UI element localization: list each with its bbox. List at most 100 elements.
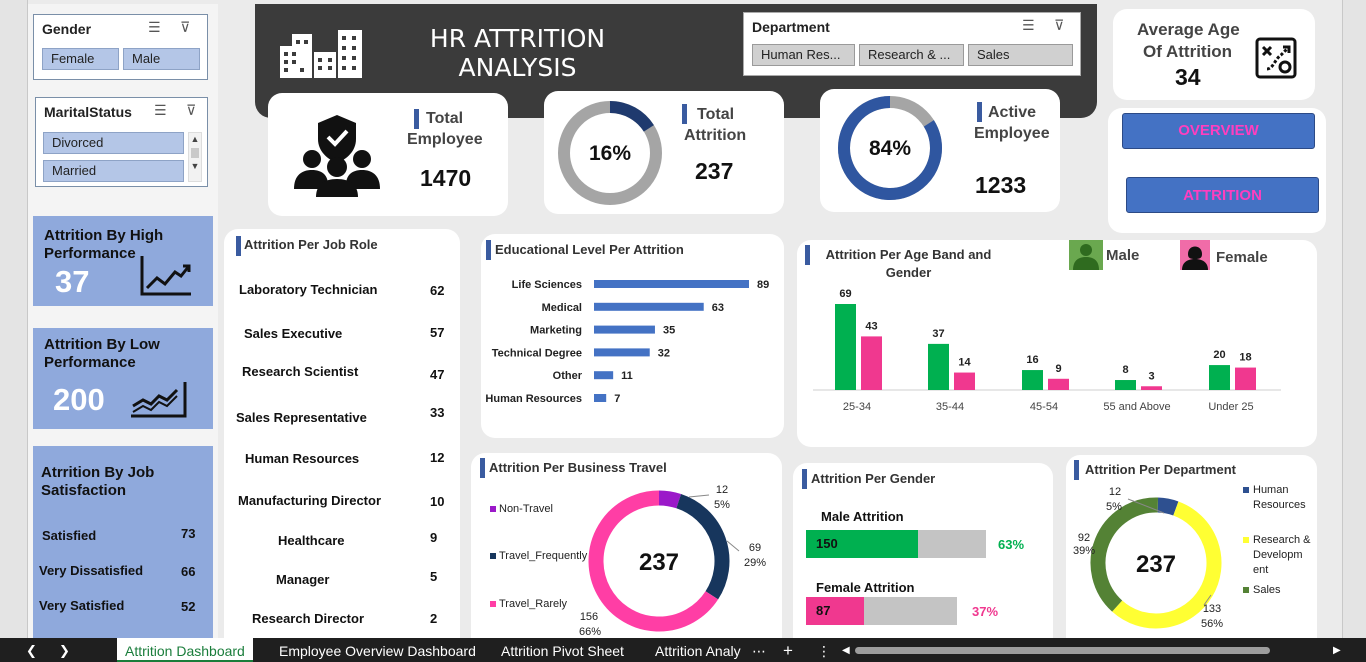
age-band-bar-chart: 69 43 25-34 37 14 35-44 16 9 45-54 8 3 55 and Above… <box>813 288 1281 413</box>
slicer-item-female[interactable]: Female <box>42 48 119 70</box>
title-marker <box>486 240 491 260</box>
job-role-label: Manufacturing Director <box>238 493 382 508</box>
multi-select-icon[interactable]: ☰ <box>1022 17 1035 33</box>
donut-slice <box>1112 501 1222 629</box>
trend-line-icon <box>131 382 187 418</box>
age-category-label: 25-34 <box>843 401 871 413</box>
hscroll-left-icon[interactable]: ◀ <box>842 645 850 656</box>
education-bar-chart: Life Sciences 89 Medical 63 Marketing 35 Techn… <box>485 279 769 405</box>
legend-male-label: Male <box>1106 247 1140 264</box>
job-role-value: 12 <box>430 450 445 465</box>
job-role-value: 5 <box>430 569 438 584</box>
slicer-item-male[interactable]: Male <box>123 48 200 70</box>
ring-arc <box>609 101 654 132</box>
job-role-label: Manager <box>276 572 330 587</box>
title-marker <box>480 458 485 478</box>
age-bar-label: 43 <box>865 320 877 332</box>
sheet-tab-bar: ❮ ❯ Attrition Dashboard Employee Overvie… <box>0 638 1366 662</box>
age-bar-label: 14 <box>958 357 971 369</box>
high-perf-title-line1: Attrition By High <box>44 227 164 244</box>
scroll-left-icon[interactable]: ❮ <box>26 643 37 658</box>
education-title: Educational Level Per Attrition <box>495 242 684 257</box>
female-attrition-percent: 37% <box>972 604 999 619</box>
hscroll-right-icon[interactable]: ▶ <box>1333 645 1341 656</box>
legend-label: Resources <box>1253 499 1306 511</box>
high-perf-value: 37 <box>55 264 90 299</box>
age-bar <box>835 304 856 390</box>
education-category-label: Medical <box>542 302 582 314</box>
age-band-title: Attrition Per Age Band and Gender <box>825 247 992 280</box>
attrition-ring: 16% <box>558 101 662 205</box>
kpi-employee-title-line1: Total <box>426 110 464 127</box>
more-tabs-icon[interactable]: ⋯ <box>752 643 766 659</box>
job-sat-value: 73 <box>181 526 196 541</box>
education-bar <box>594 302 704 311</box>
female-person-icon <box>1180 240 1210 270</box>
education-bar <box>594 325 655 334</box>
add-sheet-icon[interactable]: + <box>783 641 793 660</box>
male-person-icon <box>1069 240 1103 270</box>
options-icon[interactable]: ⋮ <box>817 643 831 659</box>
attrition-nav-button[interactable]: ATTRITION <box>1126 177 1319 213</box>
overview-nav-button[interactable]: OVERVIEW <box>1122 113 1315 149</box>
donut-center-label: 237 <box>639 549 679 576</box>
job-role-label: Research Director <box>252 611 364 626</box>
attrition-department-panel: Attrition Per Department 237 Human Resourc… <box>1066 455 1317 638</box>
education-category-label: Human Resources <box>485 393 582 405</box>
leader-line <box>688 494 710 498</box>
age-bar <box>1235 367 1256 390</box>
trend-up-icon <box>140 256 191 296</box>
scroll-right-icon[interactable]: ❯ <box>59 643 70 658</box>
slicer-item-married[interactable]: Married <box>43 160 184 182</box>
legend-swatch <box>1243 537 1249 543</box>
clear-filter-icon[interactable]: ⊽ <box>180 19 191 35</box>
donut-slice <box>676 494 730 600</box>
female-bar-value: 87 <box>816 603 831 618</box>
slicer-item-sales[interactable]: Sales <box>968 44 1073 66</box>
tab-attrition-dashboard[interactable]: Attrition Dashboard <box>117 638 253 662</box>
slicer-item-research[interactable]: Research & ... <box>859 44 964 66</box>
title-marker <box>802 469 807 489</box>
slice-percent-label: 5% <box>1106 501 1122 513</box>
kpi-employee-value: 1470 <box>420 165 472 191</box>
job-role-label: Research Scientist <box>242 364 359 379</box>
job-role-value: 10 <box>430 494 445 509</box>
slicer-scrollbar[interactable]: ▲ ▼ <box>188 132 202 182</box>
title-marker <box>236 236 241 256</box>
title-marker <box>414 109 419 129</box>
strategy-board-icon <box>1255 37 1297 79</box>
job-sat-title-line1: Atrrition By Job <box>41 464 155 481</box>
kpi-employee-title-line2: Employee <box>407 131 483 148</box>
slicer-item-divorced[interactable]: Divorced <box>43 132 184 154</box>
legend-label: Research & <box>1253 534 1311 546</box>
right-frame <box>1342 0 1366 638</box>
slicer-item-human-resources[interactable]: Human Res... <box>752 44 855 66</box>
age-bar-label: 37 <box>932 328 944 340</box>
horizontal-scrollbar[interactable] <box>855 647 1270 654</box>
age-category-label: Under 25 <box>1208 401 1253 413</box>
title-line1: HR ATTRITION <box>429 24 606 53</box>
kpi-active-title-line2: Employee <box>974 125 1050 142</box>
multi-select-icon[interactable]: ☰ <box>154 102 167 118</box>
title-marker <box>805 245 810 265</box>
kpi-active-value: 1233 <box>975 172 1027 198</box>
tab-attrition-analysis[interactable]: Attrition Analy <box>655 643 741 659</box>
age-category-label: 35-44 <box>936 401 964 413</box>
job-sat-label: Very Dissatisfied <box>39 563 144 578</box>
age-bar-label: 16 <box>1026 354 1038 366</box>
job-sat-value: 52 <box>181 599 196 614</box>
multi-select-icon[interactable]: ☰ <box>148 19 161 35</box>
tab-attrition-pivot[interactable]: Attrition Pivot Sheet <box>501 643 624 659</box>
title-line2: ANALYSIS <box>458 53 577 82</box>
clear-filter-icon[interactable]: ⊽ <box>1054 17 1065 33</box>
male-bar-fill: 150 <box>806 530 918 558</box>
clear-filter-icon[interactable]: ⊽ <box>186 102 197 118</box>
age-bar-label: 9 <box>1055 363 1061 375</box>
age-category-label: 45-54 <box>1030 401 1058 413</box>
tab-employee-overview[interactable]: Employee Overview Dashboard <box>279 643 476 659</box>
legend-label: Non-Travel <box>499 503 553 515</box>
job-role-value: 62 <box>430 283 445 298</box>
education-bar <box>594 394 607 402</box>
age-bar <box>1141 386 1162 390</box>
marital-status-slicer: MaritalStatus ☰ ⊽ Divorced Married ▲ ▼ <box>35 97 208 187</box>
